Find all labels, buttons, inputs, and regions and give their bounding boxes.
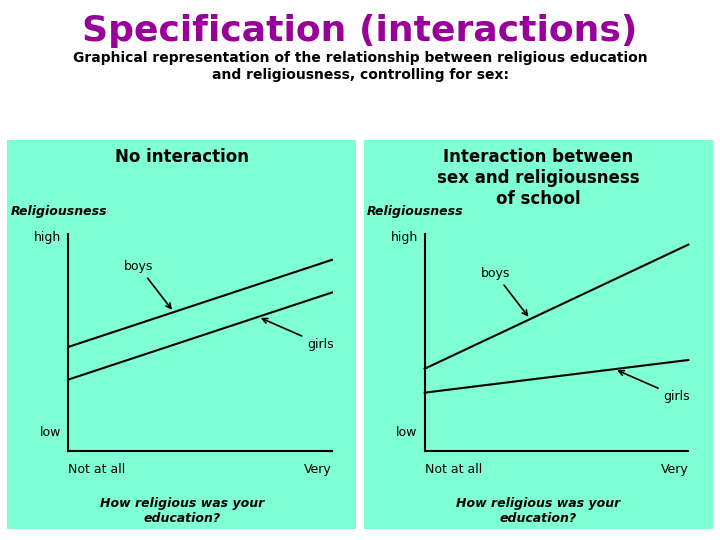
Text: low: low [396,426,418,438]
Text: How religious was your
education?: How religious was your education? [99,497,264,525]
Text: No interaction: No interaction [114,148,249,166]
Text: girls: girls [618,371,690,403]
Text: low: low [40,426,61,438]
Text: Religiousness: Religiousness [367,205,464,218]
Text: boys: boys [480,267,527,315]
Text: Religiousness: Religiousness [11,205,107,218]
Text: girls: girls [262,319,333,350]
Text: high: high [390,231,418,244]
Text: boys: boys [124,260,171,308]
Text: Not at all: Not at all [425,463,482,476]
Text: Very: Very [305,463,332,476]
Text: Graphical representation of the relationship between religious education
and rel: Graphical representation of the relation… [73,51,647,82]
Text: Very: Very [661,463,688,476]
Text: Specification (interactions): Specification (interactions) [82,14,638,48]
Text: Interaction between
sex and religiousness
of school: Interaction between sex and religiousnes… [437,148,639,208]
Text: Not at all: Not at all [68,463,125,476]
Text: high: high [34,231,61,244]
Text: How religious was your
education?: How religious was your education? [456,497,621,525]
